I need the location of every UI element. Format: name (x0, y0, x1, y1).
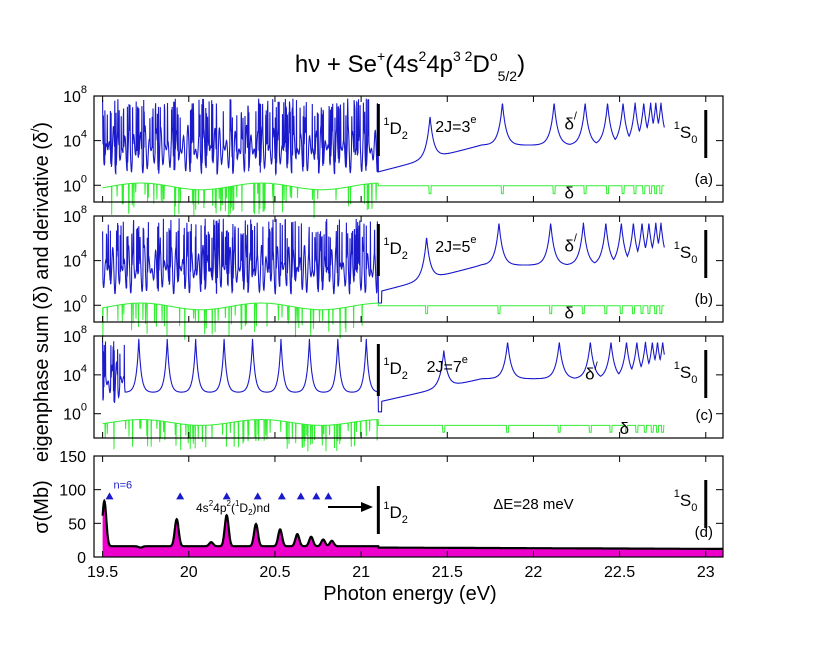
delta-label-a: δ (564, 184, 573, 203)
curve-derivative-b (102, 218, 665, 304)
y-tick-label-a: 100 (63, 173, 87, 195)
delta-label-b: δ (564, 304, 573, 323)
n-label: n=6 (114, 479, 133, 491)
y-tick-label-d: 0 (77, 550, 86, 567)
y-tick-label-d: 50 (68, 516, 86, 533)
panel-label-a: (a) (695, 171, 713, 188)
resonance-marker (222, 492, 231, 500)
resonance-marker (296, 492, 305, 500)
y-axis-label-cross-section: σ(Mb) (31, 480, 53, 533)
delta-prime-label-c: δ/ (585, 361, 598, 384)
x-tick-label: 21.5 (432, 564, 463, 581)
panel-frame-b (93, 215, 724, 323)
delta-label-c: δ (620, 419, 629, 438)
symmetry-label-b: 2J=5e (435, 234, 476, 256)
x-tick-label: 21 (352, 564, 370, 581)
threshold-label-1D2-b: 1D2 (383, 236, 408, 262)
panel-c: 108 104 100 1D2 1S0 2J=7e δ/δ (c) (63, 324, 724, 452)
threshold-label-1S0-c: 1S0 (674, 360, 698, 386)
panel-b: 108 104 100 1D2 1S0 2J=5e δ/δ (b) (63, 204, 724, 340)
resonance-marker (176, 492, 185, 500)
panel-frame-c (93, 335, 724, 439)
delta-prime-label-a: δ/ (564, 110, 577, 133)
resonance-marker (105, 492, 114, 500)
x-tick-label: 23 (697, 564, 715, 581)
y-axis-label-eigenphase: eigenphase sum (δ) and derivative (δ/) (28, 122, 53, 462)
threshold-label-1D2-a: 1D2 (383, 116, 408, 142)
x-tick-label: 20.5 (259, 564, 290, 581)
panel-frame-a (93, 95, 724, 203)
panel-label-b: (b) (695, 291, 713, 308)
chart-title: hν + Se+(4s24p3 2Do5/2) (295, 48, 525, 84)
y-tick-label-d: 100 (59, 483, 86, 500)
threshold-label-1S0-b: 1S0 (674, 240, 698, 266)
y-tick-label-c: 104 (63, 363, 87, 385)
cross-section-line (101, 498, 723, 550)
y-tick-label-b: 100 (63, 293, 87, 315)
series-arrowhead (361, 502, 373, 512)
series-label: 4s24p2(1D2)nd (196, 499, 270, 517)
x-tick-label: 20 (180, 564, 198, 581)
threshold-label-1S0-a: 1S0 (674, 120, 698, 146)
symmetry-label-c: 2J=7e (427, 354, 468, 376)
y-tick-label-b: 104 (63, 249, 87, 271)
resonance-marker (253, 492, 262, 500)
curve-eigenphase-c (102, 418, 665, 452)
panel-a: 108 104 100 1D2 1S0 2J=3e δ/δ (a) (63, 84, 724, 219)
threshold-label-1D2-c: 1D2 (383, 356, 408, 382)
y-tick-label-c: 108 (63, 324, 87, 346)
x-tick-label: 22 (525, 564, 543, 581)
delta-e-label: ΔE=28 meV (493, 496, 573, 513)
curve-eigenphase-a (102, 182, 665, 219)
curve-eigenphase-b (102, 302, 665, 340)
y-tick-label-a: 104 (63, 129, 87, 151)
curve-derivative-a (102, 98, 665, 177)
curve-derivative-c (102, 338, 665, 413)
resonance-marker (324, 492, 333, 500)
delta-prime-label-b: δ/ (564, 233, 577, 256)
y-tick-label-c: 100 (63, 402, 87, 424)
y-tick-label-b: 108 (63, 204, 87, 226)
threshold-label-1D2-d: 1D2 (383, 500, 408, 526)
y-tick-label-d: 150 (59, 449, 86, 466)
cross-section-fill (102, 501, 724, 557)
x-tick-label: 19.5 (87, 564, 118, 581)
threshold-label-1S0-d: 1S0 (674, 488, 698, 514)
x-axis-label: Photon energy (eV) (323, 583, 496, 605)
resonance-marker (312, 492, 321, 500)
symmetry-label-a: 2J=3e (435, 114, 476, 136)
panel-frame-d (93, 455, 724, 558)
y-tick-label-a: 108 (63, 84, 87, 106)
panel-label-c: (c) (696, 407, 714, 424)
x-tick-label: 22.5 (604, 564, 635, 581)
panel-label-d: (d) (695, 524, 713, 541)
resonance-marker (277, 492, 286, 500)
